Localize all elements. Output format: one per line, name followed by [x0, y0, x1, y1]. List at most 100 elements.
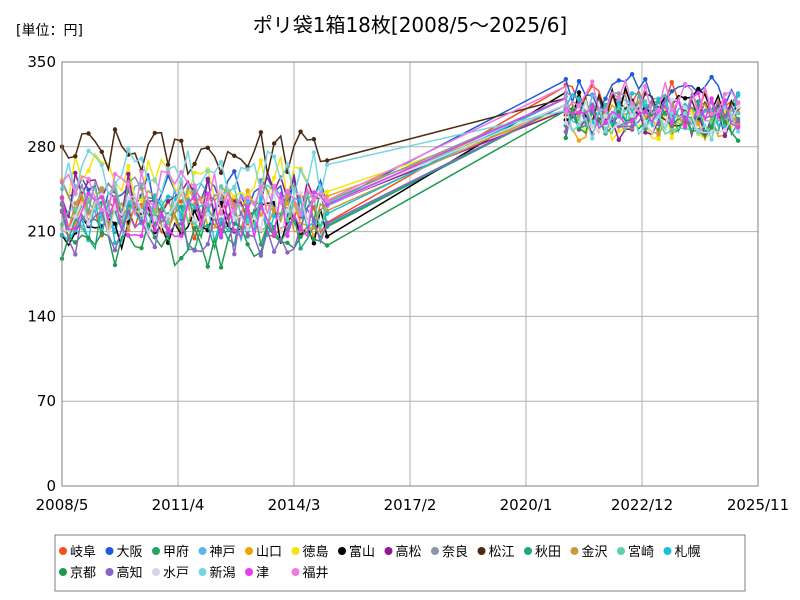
data-point [258, 158, 264, 163]
legend-label: 高松 [396, 544, 422, 560]
data-point [669, 121, 674, 126]
data-point [218, 211, 224, 216]
data-point [735, 119, 741, 124]
legend-swatch [59, 568, 67, 576]
series-福井 [59, 78, 741, 218]
data-point [205, 242, 210, 247]
data-point [590, 124, 595, 129]
data-point [616, 78, 621, 83]
data-point [324, 202, 330, 208]
series-津 [59, 90, 741, 239]
data-point [616, 128, 621, 134]
data-point [179, 188, 184, 194]
data-point [735, 125, 741, 130]
data-point [324, 189, 330, 194]
data-point [165, 199, 171, 204]
data-point [311, 237, 317, 242]
legend-label: 松江 [489, 545, 515, 560]
data-point [73, 154, 78, 159]
data-point [232, 252, 237, 257]
data-point [696, 130, 701, 136]
data-point [285, 240, 290, 245]
data-point [576, 110, 582, 115]
data-point [324, 198, 330, 203]
x-tick-label: 2022/12 [611, 496, 673, 514]
data-point [563, 135, 568, 141]
data-point [271, 154, 277, 159]
data-point [205, 264, 210, 269]
legend-swatch [105, 547, 114, 555]
unit-label: [単位：円] [16, 23, 83, 39]
data-point [139, 208, 144, 214]
data-point [232, 153, 237, 158]
data-point [152, 204, 157, 209]
data-point [126, 171, 131, 177]
data-point [324, 194, 330, 199]
data-point [165, 220, 171, 225]
data-point [722, 133, 728, 139]
data-point [682, 81, 688, 87]
legend-swatch [152, 568, 160, 576]
data-point [311, 190, 317, 195]
data-point [271, 232, 277, 238]
data-point [643, 130, 648, 135]
x-tick-label: 2017/2 [384, 496, 437, 514]
data-point [271, 175, 277, 181]
data-point [311, 150, 317, 155]
data-point [656, 136, 661, 142]
data-point [682, 96, 688, 101]
data-point [126, 164, 131, 169]
data-point [179, 179, 184, 184]
data-point [73, 201, 78, 206]
plot-frame [61, 61, 759, 487]
legend-item: 松江 [477, 545, 515, 560]
data-point [126, 233, 131, 238]
data-point [669, 107, 674, 113]
legend-label: 宮崎 [628, 544, 654, 560]
data-point [563, 77, 568, 82]
chart-title: ポリ袋1箱18枚[2008/5～2025/6] [253, 13, 568, 37]
data-point [232, 186, 237, 191]
data-point [218, 217, 224, 222]
data-point [165, 227, 171, 232]
data-point [245, 204, 250, 209]
data-point [99, 162, 105, 168]
data-point [99, 195, 105, 200]
data-point [73, 252, 78, 257]
data-point [126, 228, 131, 233]
data-point [139, 186, 144, 191]
data-point [232, 209, 237, 214]
data-point [656, 96, 661, 102]
data-point [682, 124, 688, 130]
data-point [616, 113, 621, 119]
data-point [192, 161, 197, 167]
data-point [629, 101, 635, 106]
data-point [139, 169, 144, 174]
data-point [218, 159, 224, 165]
data-point [218, 170, 224, 175]
legend-label: 津 [256, 566, 269, 581]
data-point [152, 227, 157, 233]
legend-label: 奈良 [442, 544, 468, 560]
x-tick-label: 2020/1 [500, 496, 553, 514]
data-point [139, 156, 144, 161]
data-point [311, 241, 317, 246]
data-point [165, 213, 171, 219]
data-point [311, 218, 317, 223]
legend-item: 高知 [105, 565, 143, 581]
data-point [616, 124, 621, 129]
data-point [205, 212, 210, 217]
data-point [179, 212, 184, 218]
x-tick-label: 2011/4 [152, 496, 205, 514]
data-point [696, 112, 701, 117]
data-point [656, 131, 661, 136]
data-point [86, 187, 91, 192]
data-point [99, 149, 105, 154]
data-point [285, 250, 290, 255]
data-point [643, 77, 648, 82]
data-point [603, 129, 608, 134]
data-point [179, 255, 184, 261]
data-point [696, 86, 701, 92]
legend-label: 福井 [303, 566, 329, 581]
data-point [669, 135, 674, 140]
